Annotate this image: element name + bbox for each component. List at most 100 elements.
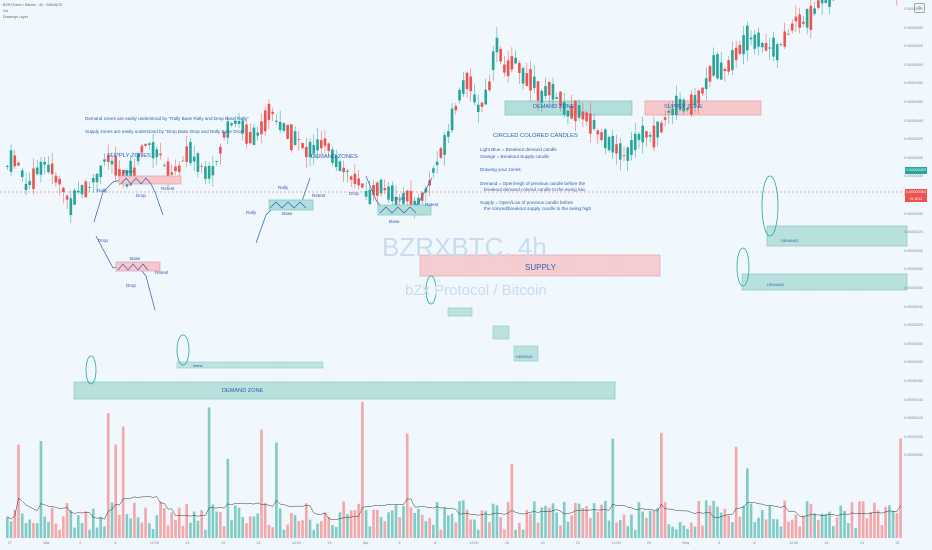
volume-bar	[39, 441, 43, 538]
price-tick-label: 0.00000220	[904, 323, 923, 328]
candle-body	[62, 187, 65, 192]
candle-body	[24, 183, 28, 191]
candle-body	[480, 102, 484, 107]
volume-bar	[772, 519, 775, 538]
volume-bar	[622, 514, 626, 538]
heading-demand-zones: DEMAND ZONES	[311, 154, 358, 160]
candle-body	[54, 175, 58, 183]
candle-body	[207, 165, 211, 179]
symbol-header: BZRXToken / Bitcoin · 4h · BINANCE	[3, 3, 63, 7]
volume-bar	[536, 522, 540, 538]
candle-body	[719, 62, 723, 80]
candle-body	[596, 130, 600, 135]
time-tick-label: 19	[221, 541, 225, 545]
candle-body	[581, 111, 585, 120]
candle-body	[488, 81, 491, 91]
candle-body	[43, 161, 46, 165]
candle-body	[495, 37, 499, 53]
candle-body	[170, 172, 174, 175]
candle-body	[267, 103, 271, 121]
candle-body	[20, 170, 24, 178]
candle-body	[447, 131, 450, 137]
volume-bar	[387, 512, 390, 538]
candle-body	[110, 160, 114, 165]
candle-body	[435, 161, 439, 166]
volume-bar	[544, 505, 547, 538]
candle-body	[260, 121, 263, 135]
volume-bar	[219, 512, 222, 538]
volume-bar	[73, 527, 76, 538]
candle-body	[585, 112, 588, 122]
candle-body	[652, 125, 656, 148]
candle-body	[80, 185, 84, 195]
candle-body	[682, 99, 686, 112]
candle-body	[469, 76, 473, 92]
volume-bar	[450, 513, 454, 538]
volume-bar	[790, 519, 794, 538]
volume-bar	[529, 513, 532, 538]
time-tick-label: May	[682, 541, 690, 545]
volume-bar	[443, 507, 446, 538]
volume-bar	[880, 525, 884, 538]
demand-rule-1: Demand = Open/High of previous candle be…	[480, 181, 586, 186]
volume-bar	[648, 510, 652, 538]
price-tick-label: 0.00000480	[904, 81, 923, 86]
demand-rule-2: breakout demand colored candle to the sw…	[484, 187, 586, 192]
volume-bar	[200, 510, 203, 538]
volume-bar	[480, 510, 484, 538]
candle-body	[626, 147, 630, 161]
candle-body	[282, 123, 286, 131]
candle-body	[559, 91, 562, 107]
candle-body	[338, 161, 342, 171]
label-rally: Rally	[278, 185, 289, 190]
label-base: Base	[123, 169, 134, 174]
volume-bar	[540, 507, 544, 538]
legend-supply-label: SUPPLY ZONE	[664, 104, 703, 110]
volume-bar	[708, 505, 712, 538]
volume-bar	[869, 511, 872, 538]
volume-bar	[488, 522, 491, 538]
volume-bar	[592, 503, 596, 538]
candle-body	[275, 120, 278, 122]
candle-body	[413, 200, 417, 209]
volume-bar	[215, 511, 218, 538]
candle-body	[252, 127, 256, 145]
volume-bar	[121, 426, 125, 538]
label-drop: Drop	[349, 191, 359, 196]
volume-bar	[166, 525, 170, 538]
candle-body	[506, 60, 510, 77]
candle-body	[103, 159, 106, 162]
volume-bar	[850, 502, 854, 538]
volume-bar	[551, 503, 555, 538]
label-retest: Retest	[312, 193, 326, 198]
volume-bar	[357, 503, 360, 538]
candle-body	[656, 121, 659, 138]
candle-body	[450, 108, 454, 131]
candle-body	[473, 94, 476, 103]
volume-bar	[308, 519, 312, 538]
candle-body	[376, 182, 379, 196]
volume-bar	[110, 502, 114, 538]
label-retest: Retest	[425, 202, 439, 207]
volume-bar	[50, 507, 54, 538]
volume-bar	[454, 522, 458, 538]
volume-bar	[891, 510, 895, 538]
volume-bar	[189, 522, 192, 538]
volume-bar	[510, 463, 514, 538]
volume-bar	[764, 519, 768, 538]
volume-bar	[671, 526, 674, 538]
gear-icon[interactable]: ⚙	[914, 3, 925, 13]
last-price-badge: 0.00000403	[905, 167, 927, 174]
candle-body	[734, 47, 738, 61]
candle-body	[248, 132, 252, 144]
volume-bar	[155, 515, 159, 538]
price-tick-label: 0.00000340	[904, 211, 923, 216]
volume-bar	[177, 507, 181, 538]
label-base: Base	[130, 256, 141, 261]
candle-body	[301, 142, 304, 148]
candle-body	[233, 120, 237, 124]
volume-bar	[28, 519, 32, 538]
candle-body	[749, 37, 753, 40]
candle-body	[772, 37, 775, 57]
